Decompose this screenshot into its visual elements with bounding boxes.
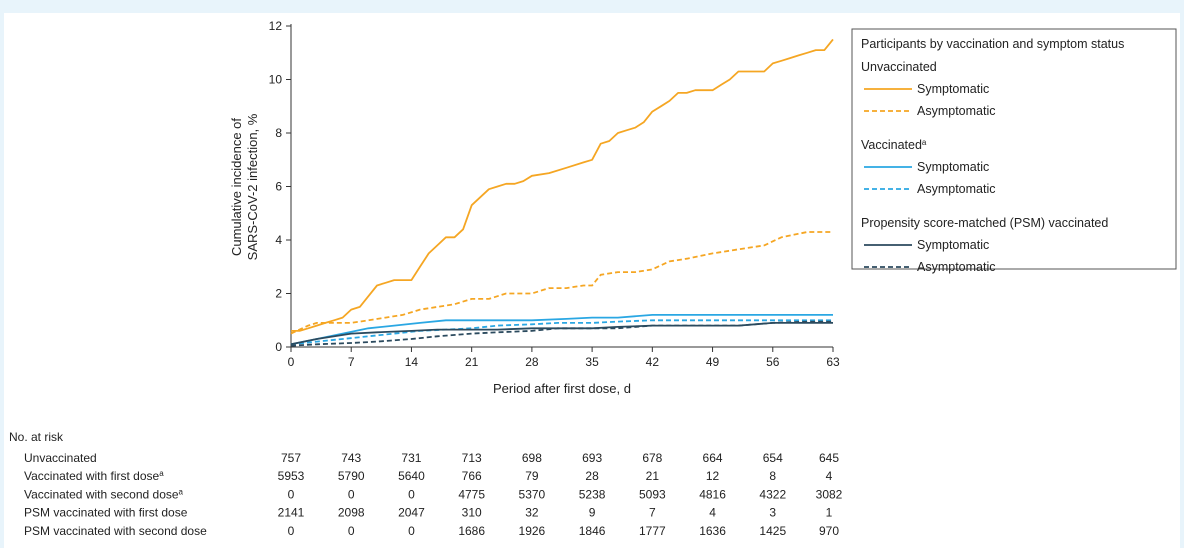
risk-cell: 743 (341, 451, 361, 465)
risk-row-label: PSM vaccinated with first dose (24, 506, 188, 520)
y-tick-label: 6 (275, 180, 282, 194)
x-axis-label: Period after first dose, d (493, 381, 631, 396)
y-tick-label: 8 (275, 126, 282, 140)
risk-cell: 1686 (458, 524, 485, 538)
legend-group-label: Unvaccinated (861, 60, 937, 74)
risk-cell: 2098 (338, 506, 365, 520)
risk-cell: 645 (819, 451, 839, 465)
risk-cell: 0 (348, 524, 355, 538)
x-tick-label: 42 (646, 355, 660, 369)
risk-cell: 5238 (579, 487, 606, 501)
legend-item-label: Asymptomatic (917, 104, 996, 118)
risk-cell: 713 (462, 451, 482, 465)
risk-cell: 310 (462, 506, 482, 520)
risk-cell: 21 (646, 469, 660, 483)
risk-cell: 0 (288, 487, 295, 501)
risk-cell: 2047 (398, 506, 425, 520)
risk-cell: 0 (408, 487, 415, 501)
risk-row-label: Vaccinated with first dosea (24, 469, 164, 483)
risk-cell: 0 (348, 487, 355, 501)
risk-cell: 1425 (759, 524, 786, 538)
legend-item-label: Asymptomatic (917, 182, 996, 196)
y-axis-label: Cumulative incidence ofSARS-CoV-2 infect… (229, 113, 260, 260)
risk-row-label: Unvaccinated (24, 451, 97, 465)
risk-cell: 2141 (278, 506, 305, 520)
risk-cell: 1777 (639, 524, 666, 538)
risk-cell: 731 (401, 451, 421, 465)
risk-cell: 970 (819, 524, 839, 538)
risk-table-header: No. at risk (9, 430, 64, 444)
risk-cell: 28 (585, 469, 599, 483)
x-tick-label: 0 (288, 355, 295, 369)
series-line-unvaccinated-symptomatic (291, 38, 834, 332)
y-tick-label: 4 (275, 233, 282, 247)
y-tick-label: 2 (275, 287, 282, 301)
risk-cell: 1 (826, 506, 833, 520)
risk-cell: 4 (826, 469, 833, 483)
risk-cell: 8 (769, 469, 776, 483)
x-tick-label: 14 (405, 355, 419, 369)
x-tick-label: 63 (826, 355, 840, 369)
legend-group-label: Propensity score-matched (PSM) vaccinate… (861, 216, 1108, 230)
legend-group-label: Vaccinateda (861, 138, 927, 152)
risk-cell: 0 (408, 524, 415, 538)
risk-cell: 1846 (579, 524, 606, 538)
y-tick-label: 10 (269, 73, 283, 87)
series-line-unvaccinated-asymptomatic (290, 231, 833, 335)
risk-cell: 4322 (759, 487, 786, 501)
y-tick-label: 12 (269, 19, 283, 33)
risk-cell: 678 (642, 451, 662, 465)
legend-item-label: Asymptomatic (917, 260, 996, 274)
series-line-propensity-asymptomatic (290, 320, 833, 347)
risk-cell: 5953 (278, 469, 305, 483)
x-tick-label: 21 (465, 355, 479, 369)
risk-cell: 1926 (519, 524, 546, 538)
risk-cell: 79 (525, 469, 539, 483)
x-tick-label: 35 (585, 355, 599, 369)
x-tick-label: 49 (706, 355, 720, 369)
x-tick-label: 28 (525, 355, 539, 369)
risk-cell: 4775 (458, 487, 485, 501)
risk-cell: 7 (649, 506, 656, 520)
risk-cell: 766 (462, 469, 482, 483)
risk-row-label: PSM vaccinated with second dose (24, 524, 207, 538)
x-tick-label: 7 (348, 355, 355, 369)
risk-cell: 654 (763, 451, 783, 465)
legend-item-label: Symptomatic (917, 82, 989, 96)
risk-cell: 693 (582, 451, 602, 465)
legend-item-label: Symptomatic (917, 160, 989, 174)
risk-cell: 757 (281, 451, 301, 465)
risk-cell: 32 (525, 506, 539, 520)
risk-cell: 3082 (816, 487, 843, 501)
risk-cell: 5790 (338, 469, 365, 483)
y-tick-label: 0 (275, 340, 282, 354)
risk-cell: 0 (288, 524, 295, 538)
risk-cell: 3 (769, 506, 776, 520)
risk-cell: 664 (703, 451, 723, 465)
risk-cell: 12 (706, 469, 720, 483)
risk-cell: 5640 (398, 469, 425, 483)
risk-cell: 9 (589, 506, 596, 520)
legend-box (851, 28, 1177, 270)
risk-cell: 4816 (699, 487, 726, 501)
risk-row-label: Vaccinated with second dosea (24, 487, 184, 501)
x-tick-label: 56 (766, 355, 780, 369)
legend-title: Participants by vaccination and symptom … (861, 37, 1124, 51)
risk-cell: 5093 (639, 487, 666, 501)
series-line-vaccinated-symptomatic (290, 313, 833, 346)
risk-cell: 698 (522, 451, 542, 465)
legend-item-label: Symptomatic (917, 238, 989, 252)
risk-cell: 5370 (519, 487, 546, 501)
risk-cell: 1636 (699, 524, 726, 538)
risk-cell: 4 (709, 506, 716, 520)
